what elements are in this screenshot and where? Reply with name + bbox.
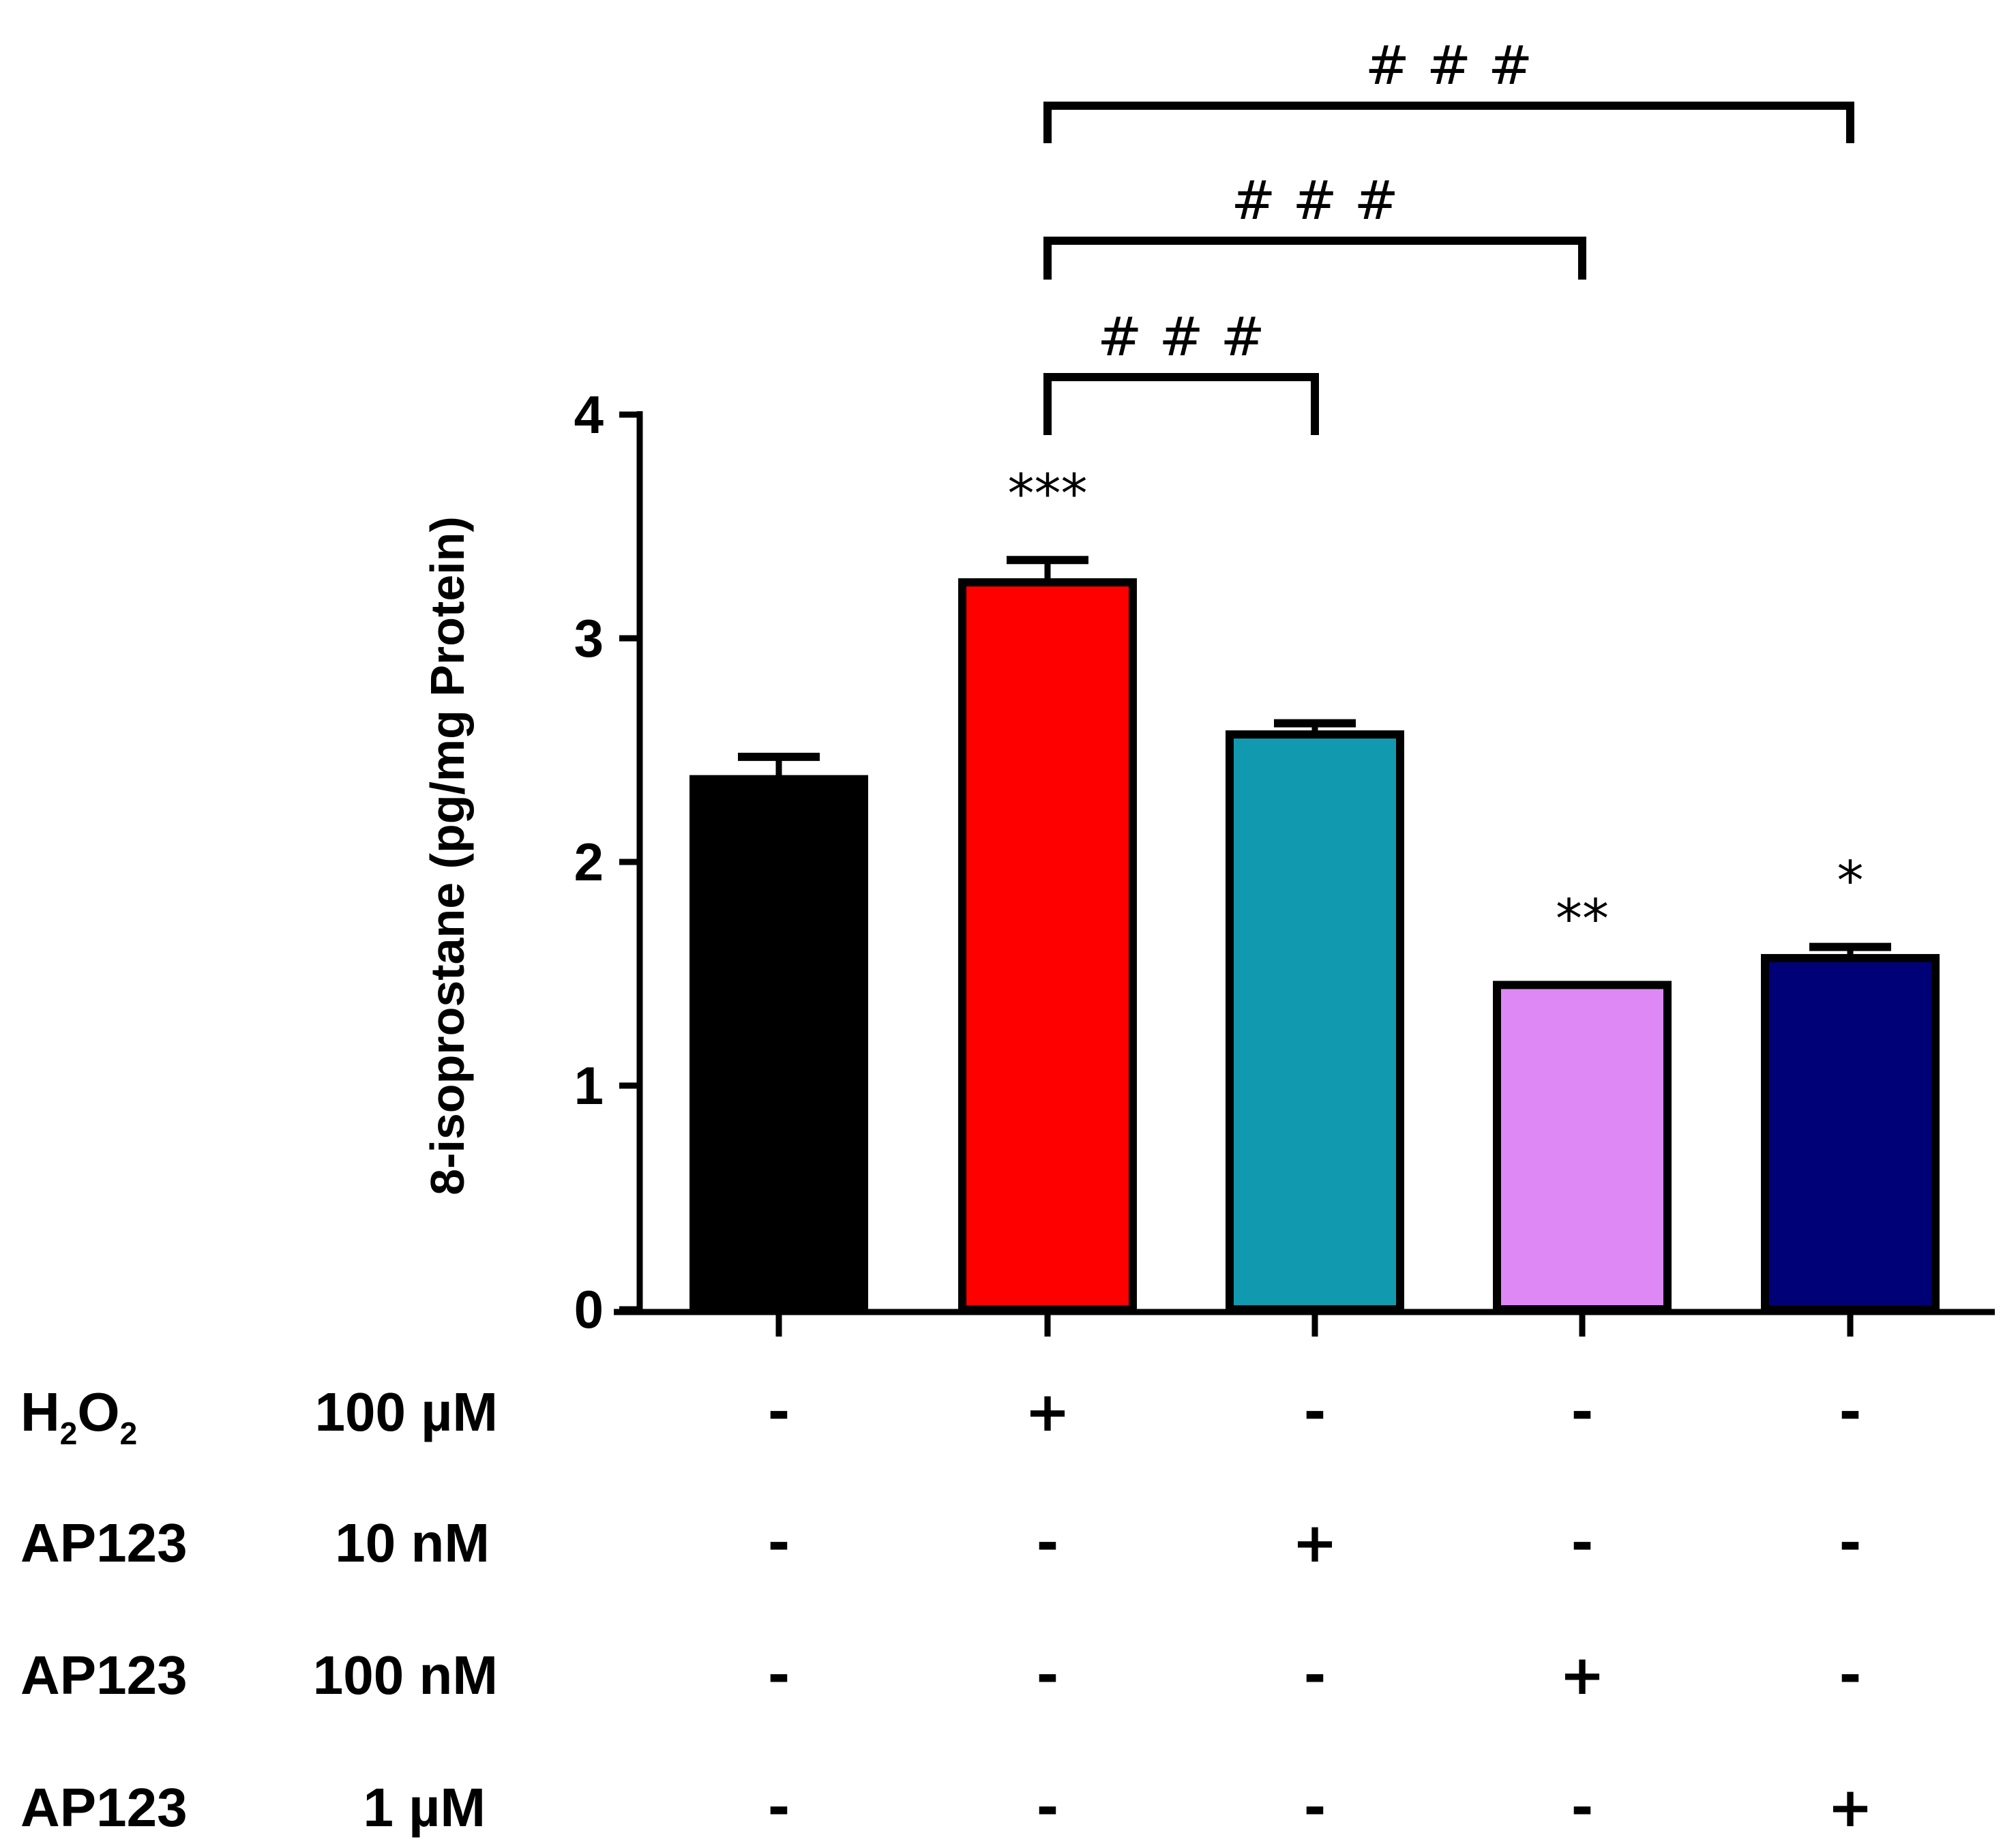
bar xyxy=(1226,730,1404,1314)
bar xyxy=(958,578,1137,1313)
condition-sign: + xyxy=(1559,1643,1605,1707)
y-axis-ticks: 0 1 2 3 4 xyxy=(574,385,640,1339)
condition-name: AP123 xyxy=(20,1512,188,1573)
condition-sign: - xyxy=(1839,1511,1861,1575)
condition-name: AP123 xyxy=(20,1777,188,1838)
bar xyxy=(1493,981,1672,1314)
condition-sign: - xyxy=(1036,1643,1058,1707)
condition-sign: - xyxy=(1303,1776,1326,1839)
condition-sign: - xyxy=(1571,1380,1593,1444)
significance-stars: * xyxy=(1837,851,1864,912)
y-tick-label: 0 xyxy=(574,1279,604,1339)
comparison-bracket xyxy=(1043,373,1319,435)
bars-group xyxy=(689,578,1940,1314)
condition-row-h2o2: H2O2 100 µM xyxy=(20,1382,498,1451)
condition-row-ap123-10nm: AP123 10 nM xyxy=(20,1512,490,1573)
x-axis-ticks xyxy=(775,1315,1854,1337)
condition-sign: - xyxy=(767,1511,790,1575)
condition-sign: - xyxy=(767,1643,790,1707)
bar xyxy=(1761,954,1940,1314)
condition-row-ap123-1um: AP123 1 µM xyxy=(20,1777,486,1838)
condition-sign: + xyxy=(1024,1380,1070,1444)
y-tick-label: 1 xyxy=(574,1056,604,1116)
comparison-label: # # # xyxy=(1231,170,1399,232)
condition-sign: - xyxy=(1571,1776,1593,1839)
comparison-label: # # # xyxy=(1365,35,1533,97)
y-tick-label: 3 xyxy=(574,608,604,668)
significance-stars: ** xyxy=(1556,889,1609,950)
comparison-brackets-group: # # # # # # # # # xyxy=(1043,35,1854,435)
condition-signs-group: - + - - - - - + - - - - - + - - - - - + xyxy=(767,1380,1873,1839)
condition-dose: 1 µM xyxy=(363,1777,486,1838)
condition-dose: 100 µM xyxy=(315,1382,498,1442)
comparison-bracket xyxy=(1043,102,1854,143)
condition-sign: - xyxy=(1036,1776,1058,1839)
error-bars-group xyxy=(738,556,1891,959)
condition-sign: - xyxy=(1303,1643,1326,1707)
condition-dose: 10 nM xyxy=(335,1512,490,1573)
y-tick-label: 2 xyxy=(574,832,604,892)
condition-sign: - xyxy=(1571,1511,1593,1575)
condition-sign: - xyxy=(1036,1511,1058,1575)
condition-sign: + xyxy=(1827,1776,1873,1839)
bar xyxy=(689,775,868,1313)
condition-table: H2O2 100 µM AP123 10 nM AP123 100 nM AP1… xyxy=(20,1380,1873,1839)
y-axis-label: 8-isoprostane (pg/mg Protein) xyxy=(421,516,474,1195)
condition-sign: - xyxy=(1839,1380,1861,1444)
condition-sign: - xyxy=(767,1380,790,1444)
condition-dose: 100 nM xyxy=(313,1645,498,1705)
condition-row-ap123-100nm: AP123 100 nM xyxy=(20,1645,498,1705)
condition-sign: + xyxy=(1292,1511,1337,1575)
comparison-bracket xyxy=(1043,237,1586,280)
significance-stars: *** xyxy=(1008,464,1088,525)
y-tick-label: 4 xyxy=(574,385,604,445)
significance-stars-group: ****** xyxy=(1008,464,1864,950)
comparison-label: # # # xyxy=(1097,307,1265,368)
condition-sign: - xyxy=(1303,1380,1326,1444)
condition-sign: - xyxy=(767,1776,790,1839)
condition-name: AP123 xyxy=(20,1645,188,1705)
condition-sign: - xyxy=(1839,1643,1861,1707)
condition-name-h2o2: H2O2 xyxy=(20,1382,137,1451)
